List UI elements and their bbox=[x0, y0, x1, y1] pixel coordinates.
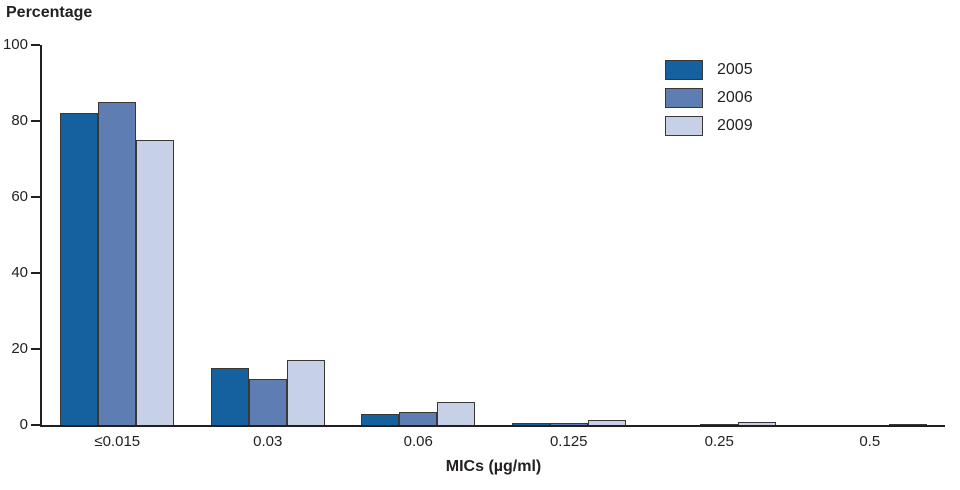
bar-2005 bbox=[511, 423, 550, 425]
bar-2006 bbox=[399, 411, 438, 425]
y-tick-label: 100 bbox=[2, 36, 28, 53]
bar-2005 bbox=[361, 413, 400, 425]
bar-2006 bbox=[98, 102, 137, 425]
legend-swatch bbox=[665, 116, 703, 136]
legend-item: 2005 bbox=[665, 60, 753, 80]
bar-2005 bbox=[210, 368, 249, 425]
bar-group bbox=[343, 45, 494, 425]
x-axis-category-labels: ≤0.015 0.03 0.06 0.125 0.25 0.5 bbox=[42, 433, 945, 450]
bar-2009 bbox=[888, 423, 927, 425]
bar-2009 bbox=[286, 360, 325, 425]
bar-2009 bbox=[738, 421, 777, 425]
y-tick-mark bbox=[31, 272, 40, 274]
bar-2006 bbox=[700, 423, 739, 425]
y-tick-mark bbox=[31, 44, 40, 46]
y-tick-label: 60 bbox=[11, 188, 28, 205]
y-tick-mark bbox=[31, 424, 40, 426]
bar-2009 bbox=[587, 419, 626, 425]
legend-swatch bbox=[665, 60, 703, 80]
y-tick-label: 40 bbox=[11, 264, 28, 281]
y-axis-title: Percentage bbox=[6, 4, 93, 21]
y-tick-label: 20 bbox=[11, 340, 28, 357]
bar-group bbox=[494, 45, 645, 425]
legend: 2005 2006 2009 bbox=[665, 60, 753, 136]
x-axis-label: MICs (µg/ml) bbox=[445, 458, 542, 475]
legend-item: 2006 bbox=[665, 88, 753, 108]
bar-2006 bbox=[248, 379, 287, 425]
x-category-label: 0.03 bbox=[253, 433, 283, 450]
y-tick-mark bbox=[31, 120, 40, 122]
y-tick-label: 0 bbox=[19, 416, 28, 433]
legend-swatch bbox=[665, 88, 703, 108]
legend-label: 2006 bbox=[717, 89, 753, 106]
bar-2009 bbox=[437, 402, 476, 425]
bar-group bbox=[193, 45, 344, 425]
bar-group bbox=[795, 45, 946, 425]
legend-label: 2009 bbox=[717, 117, 753, 134]
y-tick-label: 80 bbox=[11, 112, 28, 129]
x-category-label: ≤0.015 bbox=[94, 433, 141, 450]
y-tick-mark bbox=[31, 348, 40, 350]
y-tick-mark bbox=[31, 196, 40, 198]
x-category-label: 0.25 bbox=[704, 433, 734, 450]
bar-2005 bbox=[60, 113, 99, 425]
x-category-label: 0.5 bbox=[859, 433, 881, 450]
bar-2009 bbox=[136, 140, 175, 425]
legend-label: 2005 bbox=[717, 61, 753, 78]
plot-area bbox=[40, 45, 945, 427]
bar-group bbox=[644, 45, 795, 425]
x-category-label: 0.06 bbox=[403, 433, 433, 450]
x-category-label: 0.125 bbox=[549, 433, 588, 450]
bars-area bbox=[42, 45, 945, 425]
bar-2006 bbox=[549, 423, 588, 425]
bar-group bbox=[42, 45, 193, 425]
legend-item: 2009 bbox=[665, 116, 753, 136]
